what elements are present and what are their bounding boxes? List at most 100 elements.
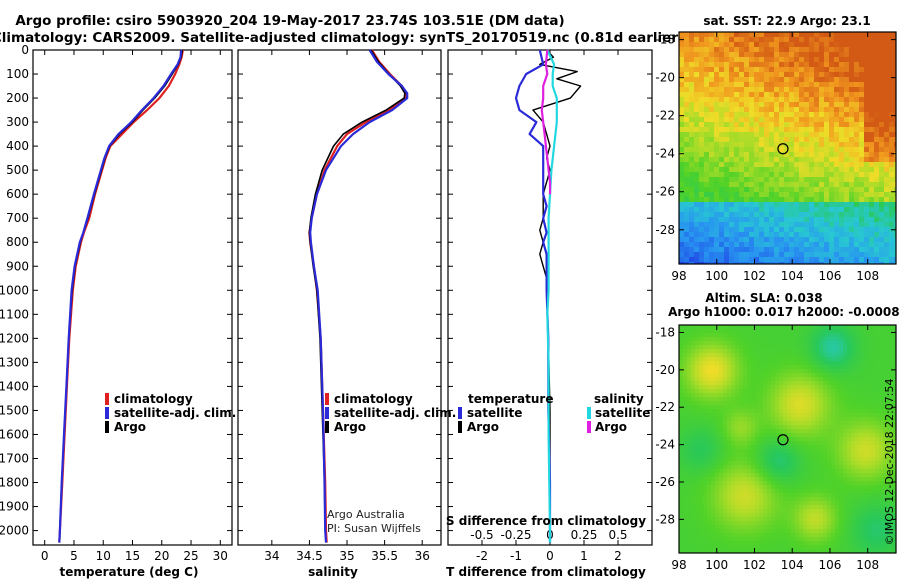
- map-cell: [751, 361, 756, 366]
- map-cell: [739, 97, 745, 103]
- map-cell: [709, 82, 715, 88]
- map-cell: [851, 401, 856, 406]
- map-cell: [811, 485, 816, 490]
- map-cell: [749, 102, 755, 108]
- map-cell: [747, 389, 752, 394]
- map-cell: [731, 449, 736, 454]
- map-cell: [779, 57, 785, 63]
- map-cell: [735, 441, 740, 446]
- map-cell: [819, 389, 824, 394]
- map-cell: [814, 117, 820, 123]
- map-cell: [831, 409, 836, 414]
- map-cell: [719, 361, 724, 366]
- map-cell: [754, 212, 760, 218]
- map-cell: [849, 152, 855, 158]
- map-cell: [695, 349, 700, 354]
- map-cell: [891, 449, 896, 454]
- map-cell: [811, 381, 816, 386]
- map-cell: [814, 187, 820, 193]
- map-cell: [879, 57, 885, 63]
- map-cell: [751, 353, 756, 358]
- map-cell: [743, 373, 748, 378]
- map-cell: [744, 152, 750, 158]
- map-cell: [884, 97, 890, 103]
- map-cell: [703, 393, 708, 398]
- map-cell: [799, 497, 804, 502]
- map-cell: [755, 481, 760, 486]
- map-cell: [735, 481, 740, 486]
- map-cell: [807, 357, 812, 362]
- map-cell: [744, 62, 750, 68]
- map-cell: [723, 365, 728, 370]
- map-cell: [879, 137, 885, 143]
- map-cell: [691, 473, 696, 478]
- map-cell: [707, 509, 712, 514]
- map-cell: [871, 417, 876, 422]
- map-cell: [779, 247, 785, 253]
- map-cell: [719, 67, 725, 73]
- map-cell: [844, 177, 850, 183]
- map-cell: [827, 485, 832, 490]
- map-cell: [683, 517, 688, 522]
- map-cell: [684, 97, 690, 103]
- map-cell: [823, 449, 828, 454]
- map-cell: [679, 107, 685, 113]
- map-cell: [827, 333, 832, 338]
- map-cell: [794, 57, 800, 63]
- map-cell: [883, 417, 888, 422]
- map-cell: [747, 489, 752, 494]
- map-cell: [739, 232, 745, 238]
- map-cell: [754, 217, 760, 223]
- map-cell: [849, 207, 855, 213]
- map-cell: [689, 217, 695, 223]
- map-cell: [679, 381, 684, 386]
- map-cell: [695, 401, 700, 406]
- map-cell: [709, 167, 715, 173]
- map-cell: [679, 247, 685, 253]
- map-cell: [723, 353, 728, 358]
- map-cell: [789, 87, 795, 93]
- map-cell: [689, 207, 695, 213]
- map-cell: [849, 82, 855, 88]
- map-cell: [719, 237, 725, 243]
- map-cell: [683, 433, 688, 438]
- map-cell: [714, 177, 720, 183]
- map-cell: [879, 429, 884, 434]
- map-cell: [823, 373, 828, 378]
- map-cell: [851, 373, 856, 378]
- map-cell: [754, 62, 760, 68]
- map-cell: [819, 177, 825, 183]
- map-cell: [787, 337, 792, 342]
- map-cell: [847, 493, 852, 498]
- map-cell: [747, 357, 752, 362]
- map-cell: [771, 481, 776, 486]
- map-cell: [783, 489, 788, 494]
- map-cell: [891, 409, 896, 414]
- map-cell: [864, 127, 870, 133]
- map-cell: [799, 353, 804, 358]
- map-cell: [849, 52, 855, 58]
- map-cell: [811, 449, 816, 454]
- map-cell: [867, 477, 872, 482]
- map-cell: [854, 132, 860, 138]
- map-cell: [869, 127, 875, 133]
- map-cell: [887, 497, 892, 502]
- map-cell: [739, 353, 744, 358]
- map-cell: [759, 82, 765, 88]
- map-cell: [739, 509, 744, 514]
- map-cell: [883, 349, 888, 354]
- map-cell: [803, 337, 808, 342]
- map-cell: [727, 449, 732, 454]
- map-cell: [711, 421, 716, 426]
- map-cell: [687, 333, 692, 338]
- map-cell: [855, 513, 860, 518]
- map-cell: [719, 32, 725, 38]
- map-cell: [887, 433, 892, 438]
- map-cell: [739, 242, 745, 248]
- map-cell: [887, 493, 892, 498]
- map-cell: [779, 325, 784, 330]
- map-cell: [871, 453, 876, 458]
- map-cell: [863, 417, 868, 422]
- map-cell: [689, 52, 695, 58]
- map-cell: [704, 72, 710, 78]
